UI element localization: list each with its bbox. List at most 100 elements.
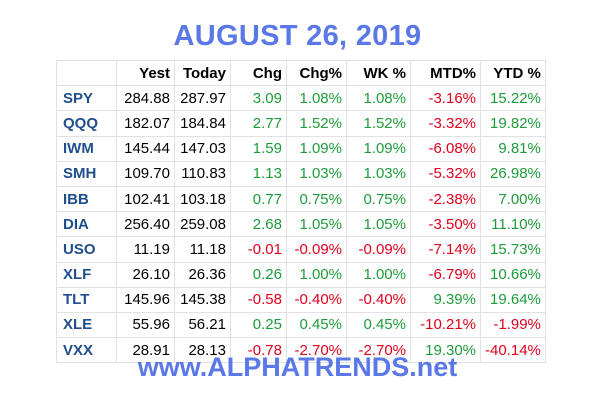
mtd-pct-cell: -6.08% xyxy=(410,135,481,162)
ytd-pct-cell: 26.98% xyxy=(480,160,546,187)
website-link[interactable]: www.ALPHATRENDS.net xyxy=(137,352,458,382)
table-row: TLT 145.96 145.38 -0.58 -0.40% -0.40% 9.39% 19.… xyxy=(56,286,546,313)
chg-cell: 0.26 xyxy=(230,261,287,288)
today-cell: 259.08 xyxy=(174,211,231,238)
mtd-pct-cell: -6.79% xyxy=(410,261,481,288)
symbol-cell: XLF xyxy=(56,261,117,288)
chg-cell: 3.09 xyxy=(230,85,287,112)
wk-pct-cell: 1.09% xyxy=(346,135,411,162)
table-row: XLE 55.96 56.21 0.25 0.45% 0.45% -10.21% -1.99% xyxy=(56,311,546,339)
chg-pct-cell: 0.75% xyxy=(286,185,347,213)
column-header-ytd-pct: YTD % xyxy=(480,59,546,87)
column-header-yest: Yest xyxy=(116,59,175,87)
today-cell: 287.97 xyxy=(174,85,231,112)
wk-pct-cell: 0.45% xyxy=(346,311,411,339)
wk-pct-cell: 1.00% xyxy=(346,261,411,288)
table-row: XLF 26.10 26.36 0.26 1.00% 1.00% -6.79% 10.66% xyxy=(56,261,546,288)
mtd-pct-cell: -3.16% xyxy=(410,85,481,112)
header-row: Yest Today Chg Chg% WK % MTD% YTD % xyxy=(56,59,546,87)
table-row: DIA 256.40 259.08 2.68 1.05% 1.05% -3.50% 11.10… xyxy=(56,211,546,238)
chg-pct-cell: 1.52% xyxy=(286,110,347,137)
column-header-chg: Chg xyxy=(230,59,287,87)
ytd-pct-cell: 19.64% xyxy=(480,286,546,313)
column-header-chg-pct: Chg% xyxy=(286,59,347,87)
chg-pct-cell: 0.45% xyxy=(286,311,347,339)
table-row: VXX 28.91 28.13 -0.78 -2.70% -2.70% 19.30% -40.… xyxy=(56,337,546,364)
yest-cell: 256.40 xyxy=(116,211,175,238)
ytd-pct-cell: 19.82% xyxy=(480,110,546,137)
table-row: IBB 102.41 103.18 0.77 0.75% 0.75% -2.38% 7.00% xyxy=(56,185,546,213)
symbol-cell: IWM xyxy=(56,135,117,162)
symbol-cell: IBB xyxy=(56,185,117,213)
ytd-pct-cell: 15.22% xyxy=(480,85,546,112)
yest-cell: 28.91 xyxy=(116,337,175,364)
chg-cell: 2.77 xyxy=(230,110,287,137)
today-cell: 147.03 xyxy=(174,135,231,162)
wk-pct-cell: 1.52% xyxy=(346,110,411,137)
column-header-wk-pct: WK % xyxy=(346,59,411,87)
chg-pct-cell: 1.00% xyxy=(286,261,347,288)
ytd-pct-cell: -1.99% xyxy=(480,311,546,339)
table-row: QQQ 182.07 184.84 2.77 1.52% 1.52% -3.32% 19.82… xyxy=(56,110,546,137)
yest-cell: 26.10 xyxy=(116,261,175,288)
wk-pct-cell: 1.05% xyxy=(346,211,411,238)
today-cell: 11.18 xyxy=(174,236,231,263)
symbol-cell: USO xyxy=(56,236,117,263)
column-header xyxy=(56,59,117,87)
symbol-cell: QQQ xyxy=(56,110,117,137)
today-cell: 184.84 xyxy=(174,110,231,137)
chg-pct-cell: -0.09% xyxy=(286,236,347,263)
table-body: SPY 284.88 287.97 3.09 1.08% 1.08% -3.16% 15.22… xyxy=(56,85,546,364)
symbol-cell: SPY xyxy=(56,85,117,112)
mtd-pct-cell: -5.32% xyxy=(410,160,481,187)
today-cell: 145.38 xyxy=(174,286,231,313)
yest-cell: 145.44 xyxy=(116,135,175,162)
ytd-pct-cell: 11.10% xyxy=(480,211,546,238)
yest-cell: 11.19 xyxy=(116,236,175,263)
table-row: SPY 284.88 287.97 3.09 1.08% 1.08% -3.16% 15.22… xyxy=(56,85,546,112)
mtd-pct-cell: -3.50% xyxy=(410,211,481,238)
ytd-pct-cell: 15.73% xyxy=(480,236,546,263)
chg-pct-cell: 1.03% xyxy=(286,160,347,187)
symbol-cell: TLT xyxy=(56,286,117,313)
chg-cell: 1.59 xyxy=(230,135,287,162)
mtd-pct-cell: 9.39% xyxy=(410,286,481,313)
symbol-cell: DIA xyxy=(56,211,117,238)
chg-cell: 2.68 xyxy=(230,211,287,238)
chg-cell: 0.77 xyxy=(230,185,287,213)
yest-cell: 109.70 xyxy=(116,160,175,187)
chg-pct-cell: 1.09% xyxy=(286,135,347,162)
chg-cell: 0.25 xyxy=(230,311,287,339)
mtd-pct-cell: -7.14% xyxy=(410,236,481,263)
yest-cell: 284.88 xyxy=(116,85,175,112)
chg-cell: -0.01 xyxy=(230,236,287,263)
mtd-pct-cell: -3.32% xyxy=(410,110,481,137)
symbol-cell: SMH xyxy=(56,160,117,187)
table-row: USO 11.19 11.18 -0.01 -0.09% -0.09% -7.14% 15.7… xyxy=(56,236,546,263)
wk-pct-cell: 0.75% xyxy=(346,185,411,213)
today-cell: 56.21 xyxy=(174,311,231,339)
chg-pct-cell: -0.40% xyxy=(286,286,347,313)
today-cell: 26.36 xyxy=(174,261,231,288)
wk-pct-cell: 1.08% xyxy=(346,85,411,112)
today-cell: 103.18 xyxy=(174,185,231,213)
mtd-pct-cell: -10.21% xyxy=(410,311,481,339)
today-cell: 110.83 xyxy=(174,160,231,187)
quotes-table: Yest Today Chg Chg% WK % MTD% YTD % SPY 2… xyxy=(56,59,546,364)
ytd-pct-cell: 10.66% xyxy=(480,261,546,288)
ytd-pct-cell: 9.81% xyxy=(480,135,546,162)
wk-pct-cell: -0.40% xyxy=(346,286,411,313)
column-header-today: Today xyxy=(174,59,231,87)
chg-cell: -0.78 xyxy=(230,337,287,364)
yest-cell: 55.96 xyxy=(116,311,175,339)
mtd-pct-cell: 19.30% xyxy=(410,337,481,364)
column-header-mtd-pct: MTD% xyxy=(410,59,481,87)
wk-pct-cell: 1.03% xyxy=(346,160,411,187)
ytd-pct-cell: -40.14% xyxy=(480,337,546,364)
ytd-pct-cell: 7.00% xyxy=(480,185,546,213)
wk-pct-cell: -0.09% xyxy=(346,236,411,263)
yest-cell: 182.07 xyxy=(116,110,175,137)
symbol-cell: XLE xyxy=(56,311,117,339)
table-row: IWM 145.44 147.03 1.59 1.09% 1.09% -6.08% 9.81% xyxy=(56,135,546,162)
chg-cell: 1.13 xyxy=(230,160,287,187)
